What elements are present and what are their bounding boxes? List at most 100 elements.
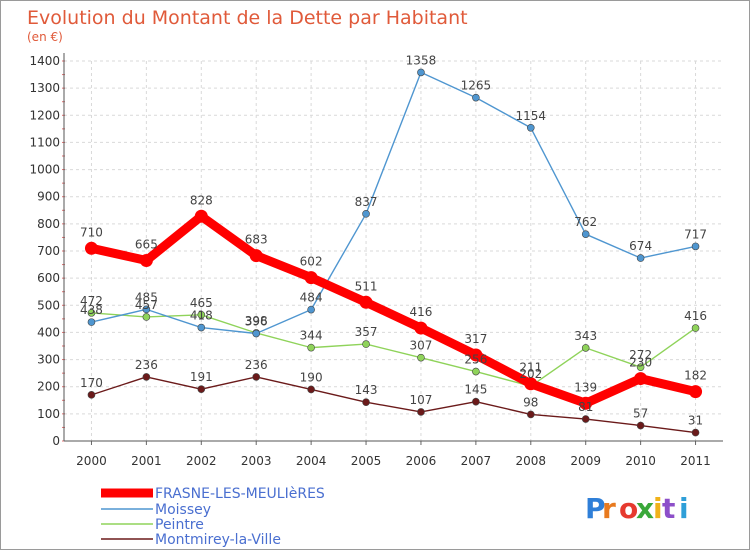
data-point [304,271,318,285]
series-line-2 [90,312,697,387]
data-point [197,385,206,393]
y-tick-label: 1000 [29,163,60,177]
data-label: 398 [245,314,268,328]
data-point [472,367,480,376]
data-label: 710 [80,225,103,239]
data-label: 837 [355,195,378,209]
y-tick-label: 1100 [29,135,60,149]
data-point [414,321,428,335]
data-point [142,305,151,314]
x-tick-label: 2011 [680,454,711,468]
series-lines [84,68,703,437]
data-label: 272 [629,348,652,362]
data-label: 57 [633,407,648,421]
data-label: 416 [410,305,433,319]
data-label: 145 [464,383,487,397]
data-label: 465 [190,296,213,310]
data-label: 602 [300,255,323,269]
data-label: 717 [684,227,707,241]
data-point [634,372,648,386]
data-point [197,323,206,332]
data-label: 396 [245,315,268,329]
x-tick-label: 2003 [241,454,272,468]
data-point [307,305,315,314]
data-label: 307 [410,339,433,353]
logo-letter: o [619,492,638,525]
data-point [472,397,480,406]
data-label: 139 [574,380,597,394]
data-point [84,241,98,255]
data-point [636,363,645,371]
data-point [691,324,700,332]
chart-title: Evolution du Montant de la Dette par Hab… [27,7,468,29]
axes: 0 100 200 300 400 500 600 700 800 900 1000 1100 1200… [29,53,723,468]
data-label: 511 [355,279,378,293]
data-label: 211 [519,361,542,375]
y-tick-label: 900 [37,190,60,204]
data-label: 472 [80,294,103,308]
data-label: 81 [578,400,593,414]
x-tick-label: 2008 [516,454,547,468]
data-point [417,353,425,362]
data-label: 256 [464,353,487,367]
data-point [194,209,208,223]
data-label: 170 [80,376,103,390]
data-point [526,410,535,419]
data-point [581,230,590,238]
data-label: 191 [190,370,213,384]
y-tick-label: 500 [37,298,60,312]
y-tick-label: 700 [37,244,60,258]
data-label: 190 [300,370,323,384]
data-label: 1154 [516,109,547,123]
data-label: 202 [519,367,542,381]
data-label: 230 [629,356,652,370]
x-tick-label: 2002 [186,454,217,468]
data-point [359,295,373,309]
data-point [524,377,538,391]
y-tick-label: 400 [37,325,60,339]
data-point [581,415,590,423]
data-label: 343 [574,329,597,343]
data-label: 416 [684,309,707,323]
data-point [87,318,96,326]
data-label: 344 [300,329,323,343]
chart-subtitle: (en €) [27,30,63,44]
data-label: 418 [190,309,213,323]
y-tick-label: 600 [37,271,60,285]
logo-letter: r [602,492,616,525]
y-tick-label: 1200 [29,108,60,122]
data-label: 98 [523,395,538,409]
data-point [307,343,315,352]
data-label: 317 [464,332,487,346]
x-tick-label: 2004 [296,454,327,468]
data-point [636,254,645,262]
data-point [417,408,425,416]
x-tick-label: 2010 [625,454,656,468]
data-point [142,313,151,321]
data-point [417,68,425,77]
proxiti-logo: Pr oxi t i [585,492,689,525]
data-label: 143 [355,383,378,397]
y-tick-label: 1300 [29,81,60,95]
x-tick-label: 2001 [131,454,162,468]
logo-letter: t [662,492,675,525]
data-label: 1265 [461,79,492,93]
data-point [249,249,263,263]
data-label: 357 [355,325,378,339]
data-point [87,309,96,317]
data-point [197,310,206,319]
data-label: 828 [190,193,213,207]
series-line-1 [90,71,697,335]
y-tick-label: 0 [52,434,60,448]
data-point [142,373,151,381]
data-label: 107 [410,393,433,407]
data-label: 438 [80,303,103,317]
y-tick-label: 300 [37,353,60,367]
x-tick-label: 2009 [570,454,601,468]
data-label: 236 [245,358,268,372]
data-label: 762 [574,215,597,229]
legend-label: Moissey [155,502,211,518]
data-label: 683 [245,233,268,247]
logo-letter: i [653,492,663,525]
